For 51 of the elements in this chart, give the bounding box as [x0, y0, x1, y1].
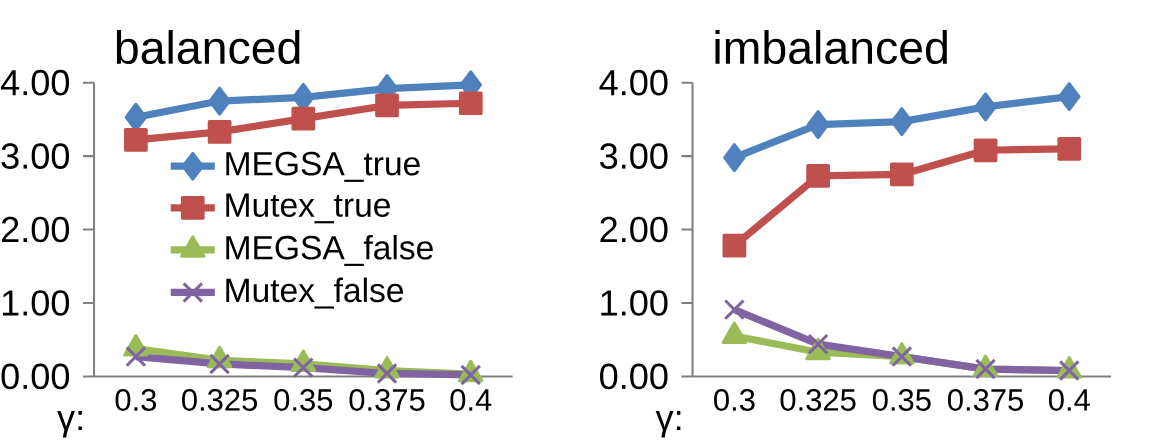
- point: [208, 86, 231, 116]
- point: [460, 364, 482, 386]
- x-tick-label: 0.4: [450, 389, 492, 411]
- point: [806, 164, 830, 188]
- point: [723, 143, 746, 173]
- point: [973, 138, 998, 163]
- y-tick-label: 1.00: [601, 290, 668, 316]
- point: [806, 110, 830, 140]
- y-tick-label: 1.00: [2, 290, 70, 316]
- x-tick-label: 0.325: [780, 389, 856, 411]
- x-tick-label: 0.35: [274, 389, 333, 411]
- x-tick-label: 0.3: [115, 389, 157, 411]
- x-tick-label: 0.375: [349, 389, 425, 411]
- y-tick-label: 2.00: [600, 216, 668, 243]
- point: [125, 345, 147, 368]
- x-tick-label: 0.3: [714, 389, 755, 411]
- point: [292, 356, 314, 379]
- point: [890, 107, 914, 137]
- y-tick-label: 3.00: [1, 143, 70, 169]
- y-tick-label: 2.00: [1, 216, 70, 243]
- legend-label: Mutex_false: [226, 277, 403, 309]
- legend-label: MEGSA_true: [226, 151, 420, 182]
- point: [208, 353, 231, 375]
- legend-label: Mutex_true: [226, 193, 390, 224]
- point: [807, 333, 829, 355]
- chart-title: balanced: [116, 29, 300, 65]
- point: [458, 91, 483, 116]
- x-axis-title: γ:: [655, 411, 681, 438]
- y-tick-label: 3.00: [600, 143, 668, 169]
- legend-label: MEGSA_false: [226, 234, 433, 266]
- point: [376, 362, 398, 385]
- y-tick-label: 0.00: [1, 363, 70, 390]
- point: [207, 120, 232, 144]
- point: [723, 298, 746, 321]
- x-tick-label: 0.325: [182, 389, 258, 411]
- point: [1057, 136, 1082, 161]
- y-tick-label: 4.00: [599, 69, 668, 96]
- point: [974, 92, 997, 122]
- y-tick-label: 0.00: [600, 363, 668, 390]
- point: [375, 93, 399, 118]
- point: [291, 106, 316, 131]
- y-tick-label: 4.00: [0, 69, 70, 96]
- x-tick-label: 0.4: [1048, 389, 1090, 411]
- point: [722, 233, 747, 258]
- chart-title: imbalanced: [715, 29, 947, 65]
- x-axis-title: γ:: [57, 411, 82, 438]
- x-tick-label: 0.375: [948, 389, 1023, 411]
- point: [1058, 82, 1081, 112]
- x-tick-label: 0.35: [872, 389, 931, 411]
- point: [889, 162, 914, 187]
- point: [124, 128, 148, 152]
